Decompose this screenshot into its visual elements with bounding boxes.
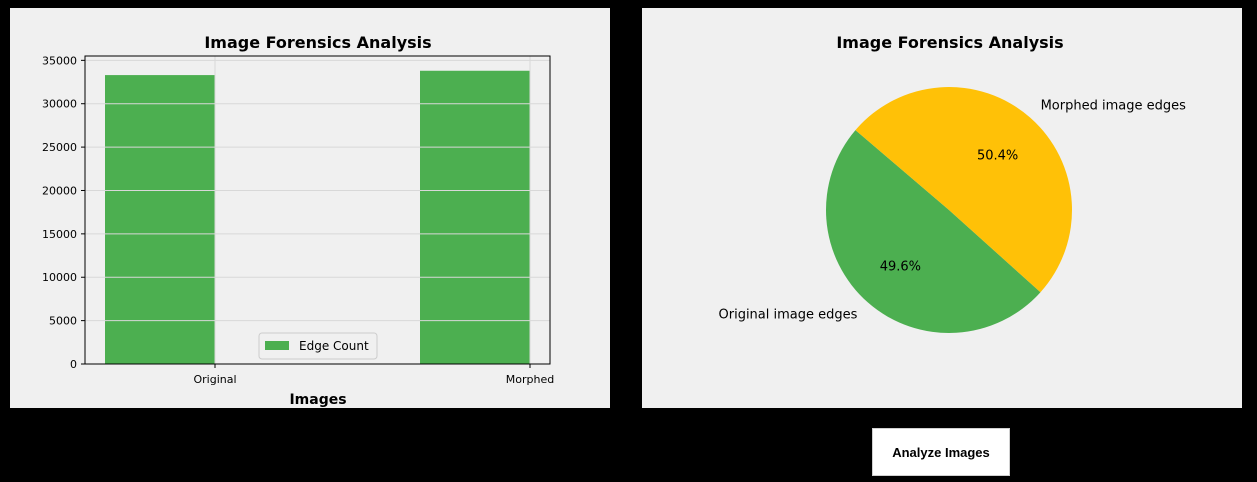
pie-value-morphed: 50.4% — [977, 148, 1018, 163]
analyze-images-button[interactable]: Analyze Images — [872, 428, 1010, 476]
y-tick-label: 35000 — [42, 54, 77, 67]
legend-box — [258, 332, 378, 360]
pie-value-original: 49.6% — [880, 260, 921, 275]
pie-slice-morphed — [855, 86, 1072, 293]
y-tick-label: 20000 — [42, 184, 77, 197]
bar-chart-panel: 0 5000 10000 15000 20000 25000 30000 35000 Origi… — [10, 8, 610, 408]
legend-swatch — [265, 341, 289, 350]
pie-chart-title: Image Forensics Analysis — [836, 33, 1063, 52]
bar-chart: 0 5000 10000 15000 20000 25000 30000 35000 Origi… — [42, 33, 554, 408]
y-tick-label: 25000 — [42, 141, 77, 154]
bar-chart-title: Image Forensics Analysis — [204, 33, 431, 52]
pie-chart-panel: Image Forensics Analysis Original image e… — [642, 8, 1242, 408]
bar-original — [105, 75, 215, 364]
pie-label-original: Original image edges — [719, 308, 858, 323]
x-tick-label: Original — [193, 373, 236, 386]
y-tick-label: 5000 — [49, 315, 77, 328]
bar-legend: Edge Count — [258, 332, 378, 360]
x-axis-label: Images — [289, 392, 346, 408]
pie-chart: Image Forensics Analysis Original image e… — [719, 33, 1187, 333]
legend-label: Edge Count — [299, 339, 369, 353]
y-tick-label: 15000 — [42, 228, 77, 241]
y-tick-label: 10000 — [42, 271, 77, 284]
axes-frame — [84, 55, 551, 365]
pie-label-morphed: Morphed image edges — [1041, 98, 1187, 113]
pie-slice-original — [826, 130, 1041, 333]
y-tick-label: 0 — [70, 358, 77, 371]
y-tick-label: 30000 — [42, 98, 77, 111]
x-tick-label: Morphed — [506, 373, 554, 386]
bar-morphed — [420, 70, 530, 364]
